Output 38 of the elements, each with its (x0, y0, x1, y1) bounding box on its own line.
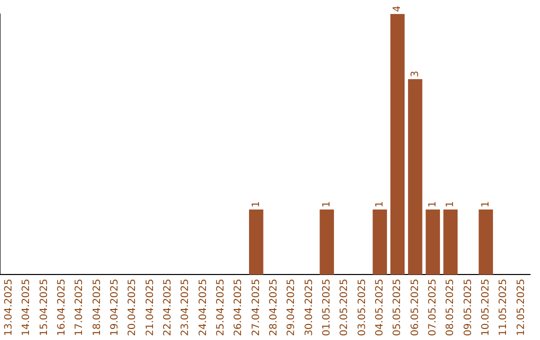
x-tick-label: 22.04.2025 (162, 278, 174, 336)
x-tick-label: 21.04.2025 (144, 278, 156, 336)
data-label: 1 (427, 201, 438, 208)
x-tick-label: 14.04.2025 (21, 278, 32, 336)
x-tick-label: 11.05.2025 (498, 278, 510, 336)
x-tick-label: 02.05.2025 (339, 278, 350, 336)
x-tick-label: 20.04.2025 (127, 278, 138, 336)
x-tick-label: 15.04.2025 (38, 278, 50, 336)
x-tick-label: 24.04.2025 (198, 278, 209, 336)
data-label: 4 (392, 6, 404, 12)
x-tick-label: 17.04.2025 (74, 278, 86, 336)
x-tick-label: 30.04.2025 (304, 278, 315, 336)
x-tick-label: 13.04.2025 (3, 278, 14, 336)
x-tick-label: 26.04.2025 (233, 278, 244, 336)
x-tick-label: 18.04.2025 (92, 278, 103, 336)
x-tick-label: 07.05.2025 (427, 278, 438, 336)
x-tick-label: 05.05.2025 (392, 278, 404, 336)
data-label: 3 (410, 70, 421, 78)
data-label: 1 (480, 201, 492, 208)
x-tick-label: 29.04.2025 (286, 278, 298, 336)
x-tick-label: 19.04.2025 (109, 278, 120, 336)
x-tick-label: 04.05.2025 (374, 278, 386, 336)
data-label: 1 (321, 201, 332, 208)
x-tick-label: 08.05.2025 (445, 278, 456, 336)
x-tick-label: 23.04.2025 (180, 278, 192, 336)
x-tick-label: 09.05.2025 (462, 278, 474, 336)
data-label: 1 (250, 201, 262, 208)
x-tick-label: 12.05.2025 (516, 278, 527, 336)
x-tick-label: 27.04.2025 (250, 278, 262, 336)
x-tick-label: 25.04.2025 (215, 278, 226, 336)
data-label: 1 (374, 201, 386, 208)
x-tick-label: 01.05.2025 (321, 278, 332, 336)
x-tick-label: 16.04.2025 (56, 278, 68, 336)
x-tick-label: 10.05.2025 (480, 278, 492, 336)
x-tick-label: 03.05.2025 (356, 278, 368, 336)
x-tick-label: 06.05.2025 (410, 278, 421, 336)
x-tick-label: 28.04.2025 (268, 278, 280, 336)
data-label: 1 (445, 201, 456, 208)
